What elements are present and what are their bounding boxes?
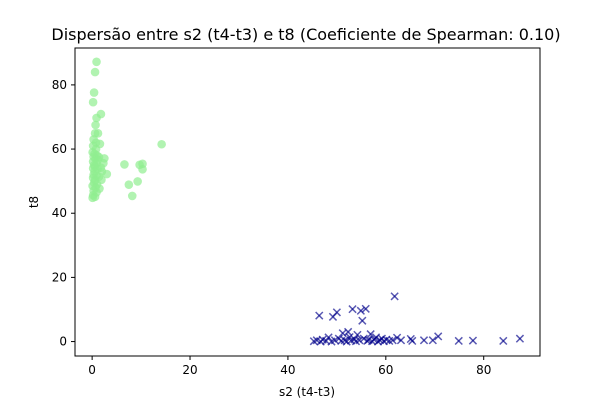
- scatter-point-x: [515, 334, 525, 343]
- y-tick-label: 0: [59, 335, 67, 349]
- scatter-point-x: [361, 304, 370, 313]
- scatter-point-x: [356, 306, 365, 315]
- scatter-point-x: [348, 305, 357, 314]
- y-tick-label: 20: [52, 270, 67, 284]
- x-tick-label: 0: [88, 363, 96, 377]
- scatter-point-circle: [91, 120, 100, 130]
- x-tick-label: 80: [476, 363, 491, 377]
- plot-frame: [74, 47, 541, 357]
- scatter-point-circle: [92, 113, 101, 123]
- scatter-point-circle: [120, 160, 129, 169]
- scatter-point-x: [355, 336, 364, 345]
- y-tick-label: 80: [52, 78, 67, 92]
- scatter-point-x: [419, 336, 429, 345]
- scatter-point-circle: [127, 191, 137, 201]
- scatter-point-x: [499, 336, 508, 346]
- scatter-point-x: [408, 336, 417, 346]
- scatter-point-x: [388, 336, 397, 345]
- scatter-point-circle: [133, 177, 142, 186]
- scatter-point-circle: [95, 139, 105, 149]
- scatter-point-circle: [93, 129, 103, 138]
- scatter-point-circle: [157, 139, 166, 149]
- y-axis-ticks: 0 20 40 60 80: [52, 78, 75, 349]
- scatter-point-circle: [102, 169, 112, 179]
- scatter-point-circle: [124, 180, 134, 189]
- x-axis-label: s2 (t4-t3): [279, 385, 335, 399]
- scatter-point-x: [390, 292, 399, 301]
- scatter-point-x: [332, 308, 341, 317]
- scatter-point-x: [468, 336, 478, 345]
- chart-title: Dispersão entre s2 (t4-t3) e t8 (Coefici…: [51, 25, 560, 44]
- scatter-point-x: [324, 333, 333, 342]
- scatter-point-circle: [89, 88, 99, 97]
- x-axis-ticks: 0 20 40 60 80: [88, 356, 491, 377]
- y-tick-label: 60: [52, 142, 67, 156]
- x-tick-label: 20: [182, 363, 197, 377]
- scatter-point-x: [343, 327, 353, 337]
- scatter-point-x: [392, 333, 402, 342]
- x-tick-label: 60: [378, 363, 393, 377]
- plot-area: [88, 57, 525, 346]
- y-axis-label: t8: [27, 196, 41, 208]
- y-tick-label: 40: [52, 206, 67, 220]
- scatter-point-x: [396, 336, 406, 345]
- scatter-point-circle: [92, 57, 101, 67]
- scatter-point-x: [366, 330, 375, 339]
- scatter-point-x: [428, 336, 437, 345]
- scatter-point-circle: [138, 164, 147, 174]
- scatter-point-x: [434, 332, 443, 341]
- scatter-point-circle: [88, 193, 97, 203]
- scatter-point-x: [315, 311, 324, 320]
- scatter-point-circle: [90, 67, 100, 77]
- scatter-point-x: [454, 336, 463, 346]
- x-tick-label: 40: [280, 363, 295, 377]
- scatter-point-circle: [88, 97, 98, 107]
- scatter-point-x: [353, 330, 362, 339]
- scatter-point-x: [358, 316, 367, 325]
